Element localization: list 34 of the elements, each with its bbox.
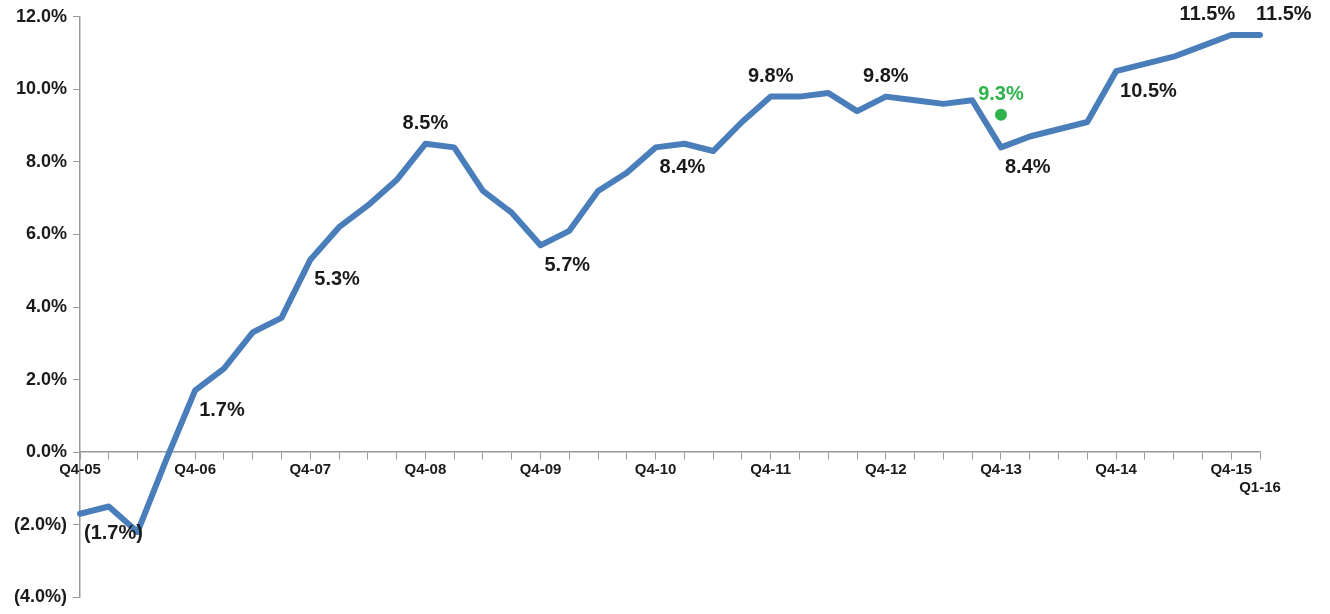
x-tick-label: Q4-10 [634,459,677,477]
data-label: 8.5% [402,111,449,134]
y-tick-label: 6.0% [25,223,68,244]
y-tick-label: 10.0% [15,78,68,99]
data-label: 9.8% [863,64,909,87]
data-label: 5.7% [544,252,591,275]
data-label: 1.7% [199,397,245,420]
x-tick-label: Q4-05 [59,459,101,477]
y-tick-label: 4.0% [25,295,68,316]
data-label: (1.7%) [84,521,143,544]
x-tick-label: Q1-16 [1239,477,1281,495]
data-label: 9.3% [978,82,1024,105]
x-tick-label: Q4-11 [750,459,792,477]
x-tick-label: Q4-08 [404,459,447,477]
y-tick-label: (2.0%) [14,513,68,534]
y-tick-label: 2.0% [25,368,68,389]
data-label: 9.8% [747,64,794,87]
x-tick-label: Q4-15 [1210,459,1253,477]
y-tick-label: 0.0% [25,441,68,462]
data-label: 8.4% [659,154,706,177]
data-label: 5.3% [314,267,361,290]
x-tick-label: Q4-13 [980,459,1022,477]
x-tick-label: Q4-09 [519,459,562,477]
data-label: 11.5% [1256,2,1312,25]
x-tick-label: Q4-07 [289,459,332,477]
y-tick-label: 12.0% [15,5,68,26]
data-label: 10.5% [1120,78,1178,101]
x-tick-label: Q4-06 [174,459,216,477]
data-label: 8.4% [1004,154,1051,177]
x-tick-label: Q4-14 [1095,459,1138,477]
data-label: 11.5% [1179,2,1236,25]
x-tick-label: Q4-12 [865,459,907,477]
y-tick-label: (4.0%) [14,586,68,607]
y-tick-label: 8.0% [25,150,68,171]
